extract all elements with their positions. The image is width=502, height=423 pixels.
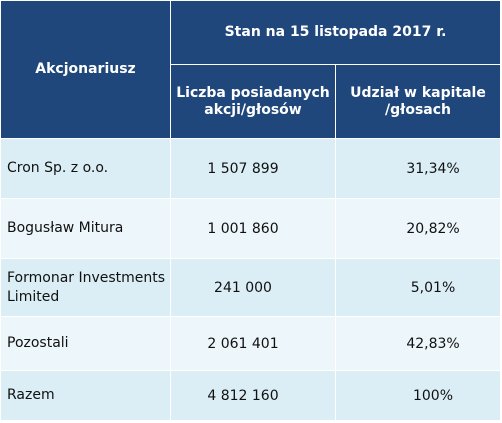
shares-count: 2 061 401 xyxy=(170,316,336,371)
shareholder-name: Pozostali xyxy=(0,316,171,371)
header-capital-share: Udział w kapitale /głosach xyxy=(334,64,502,139)
table-row: Cron Sp. z o.o. 1 507 899 31,34% xyxy=(0,138,502,199)
table-row: Bogusław Mitura 1 001 860 20,82% xyxy=(0,198,502,259)
header-shares-count: Liczba posiadanych akcji/głosów xyxy=(170,64,336,139)
capital-share: 20,82% xyxy=(334,198,502,259)
shares-count: 1 001 860 xyxy=(170,198,336,259)
capital-share: 5,01% xyxy=(334,258,502,317)
shareholder-name: Bogusław Mitura xyxy=(0,198,171,259)
shareholder-name: Formonar Investments Limited xyxy=(0,258,171,317)
shareholder-name: Cron Sp. z o.o. xyxy=(0,138,171,199)
capital-share: 100% xyxy=(334,370,502,421)
header-shareholder: Akcjonariusz xyxy=(0,0,171,139)
shares-count: 1 507 899 xyxy=(170,138,336,199)
header-date-group: Stan na 15 listopada 2017 r. xyxy=(169,0,502,65)
shareholder-name: Razem xyxy=(0,370,171,421)
table-row: Pozostali 2 061 401 42,83% xyxy=(0,316,502,371)
capital-share: 31,34% xyxy=(334,138,502,199)
table-row: Formonar Investments Limited 241 000 5,0… xyxy=(0,258,502,317)
shares-count: 241 000 xyxy=(170,258,336,317)
shares-count: 4 812 160 xyxy=(170,370,336,421)
table-row-total: Razem 4 812 160 100% xyxy=(0,370,502,421)
capital-share: 42,83% xyxy=(334,316,502,371)
